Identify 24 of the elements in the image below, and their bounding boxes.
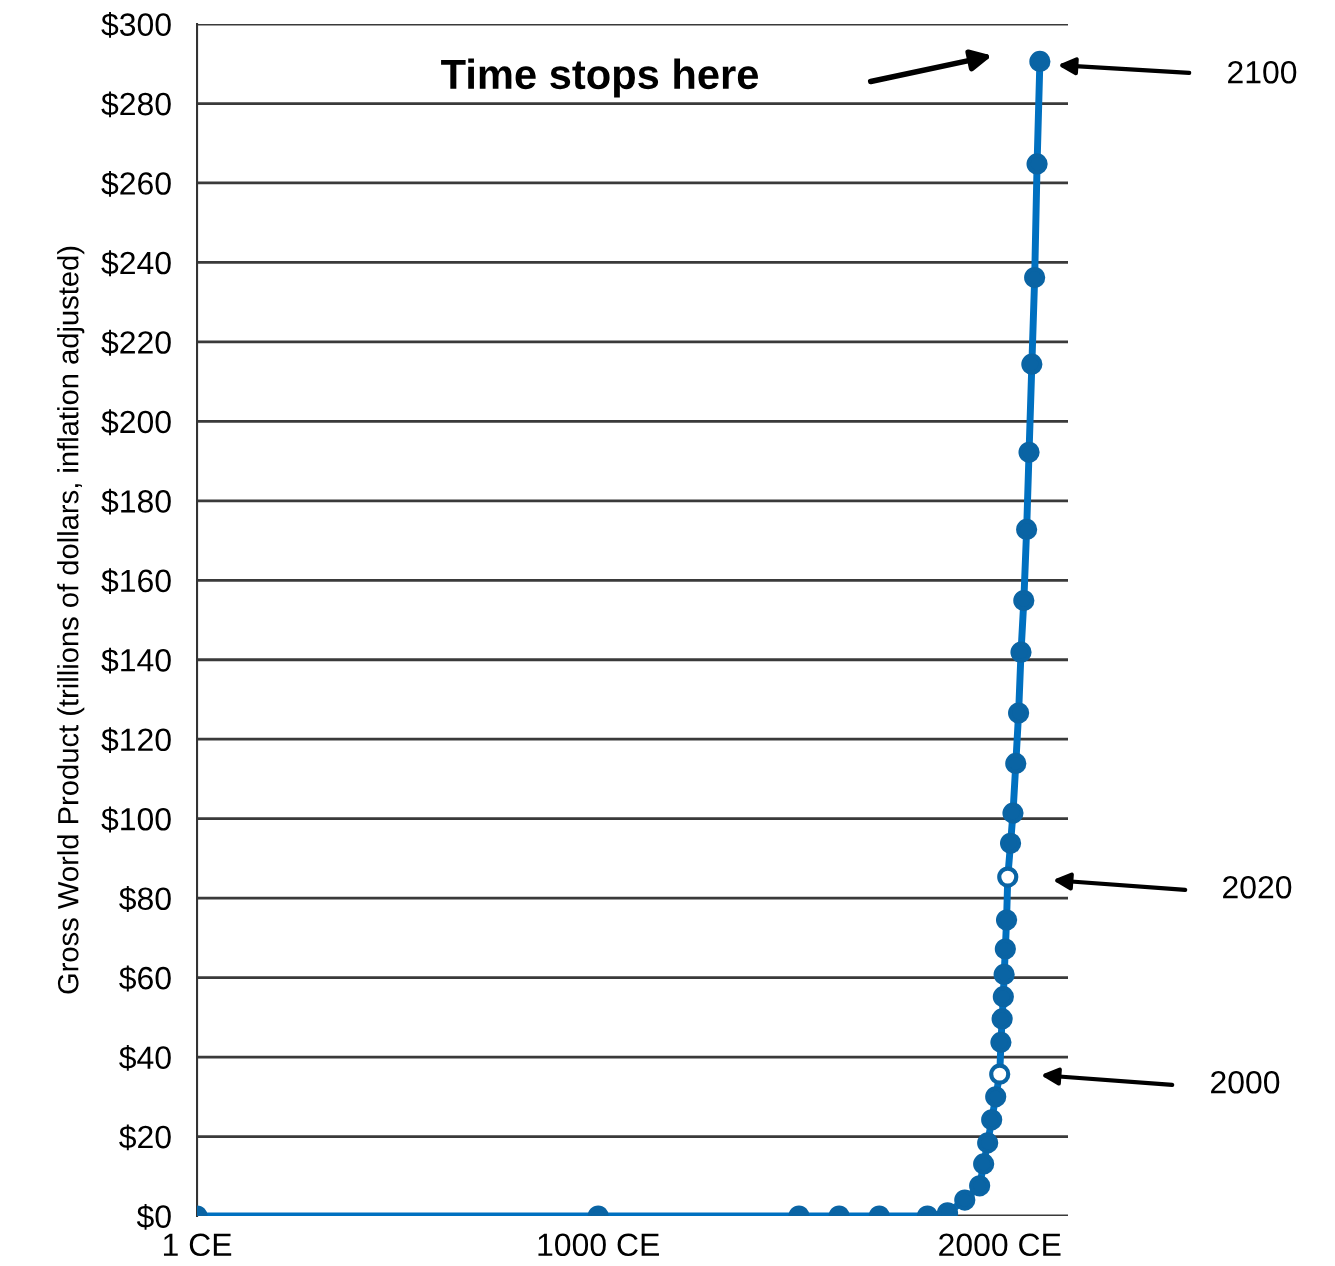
y-tick-label: $300 bbox=[101, 11, 171, 38]
y-tick-label: $100 bbox=[101, 806, 171, 833]
y-tick-label: $200 bbox=[101, 409, 171, 436]
y-tick-label: $160 bbox=[101, 568, 171, 595]
y-tick-label: $120 bbox=[101, 727, 171, 754]
annotation: Time stops here bbox=[441, 58, 758, 98]
x-tick-label: 2000 CE bbox=[939, 1233, 1061, 1257]
text: 2100 bbox=[1228, 60, 1297, 84]
y-tick-label: $240 bbox=[101, 250, 171, 277]
y-tick-label: $180 bbox=[101, 488, 171, 515]
y-tick-label: $220 bbox=[101, 329, 171, 356]
text: 2000 bbox=[1211, 1070, 1280, 1094]
y-tick-label: $260 bbox=[101, 170, 171, 197]
y-tick-label: $280 bbox=[101, 91, 171, 118]
y-tick-label: $80 bbox=[119, 886, 171, 912]
y-tick-label: $40 bbox=[119, 1044, 171, 1071]
y-tick-label: $140 bbox=[101, 647, 171, 674]
y-tick-label: $0 bbox=[136, 1203, 171, 1230]
y-axis-title: Gross World Product (trillions of dollars, inflation adjusted) bbox=[57, 246, 85, 994]
y-tick-label: $20 bbox=[119, 1124, 171, 1151]
y-tick-label: $60 bbox=[119, 965, 171, 992]
x-tick-label: 1 CE bbox=[163, 1233, 232, 1257]
text: 2020 bbox=[1223, 875, 1292, 899]
x-tick-label: 1000 CE bbox=[538, 1233, 659, 1257]
